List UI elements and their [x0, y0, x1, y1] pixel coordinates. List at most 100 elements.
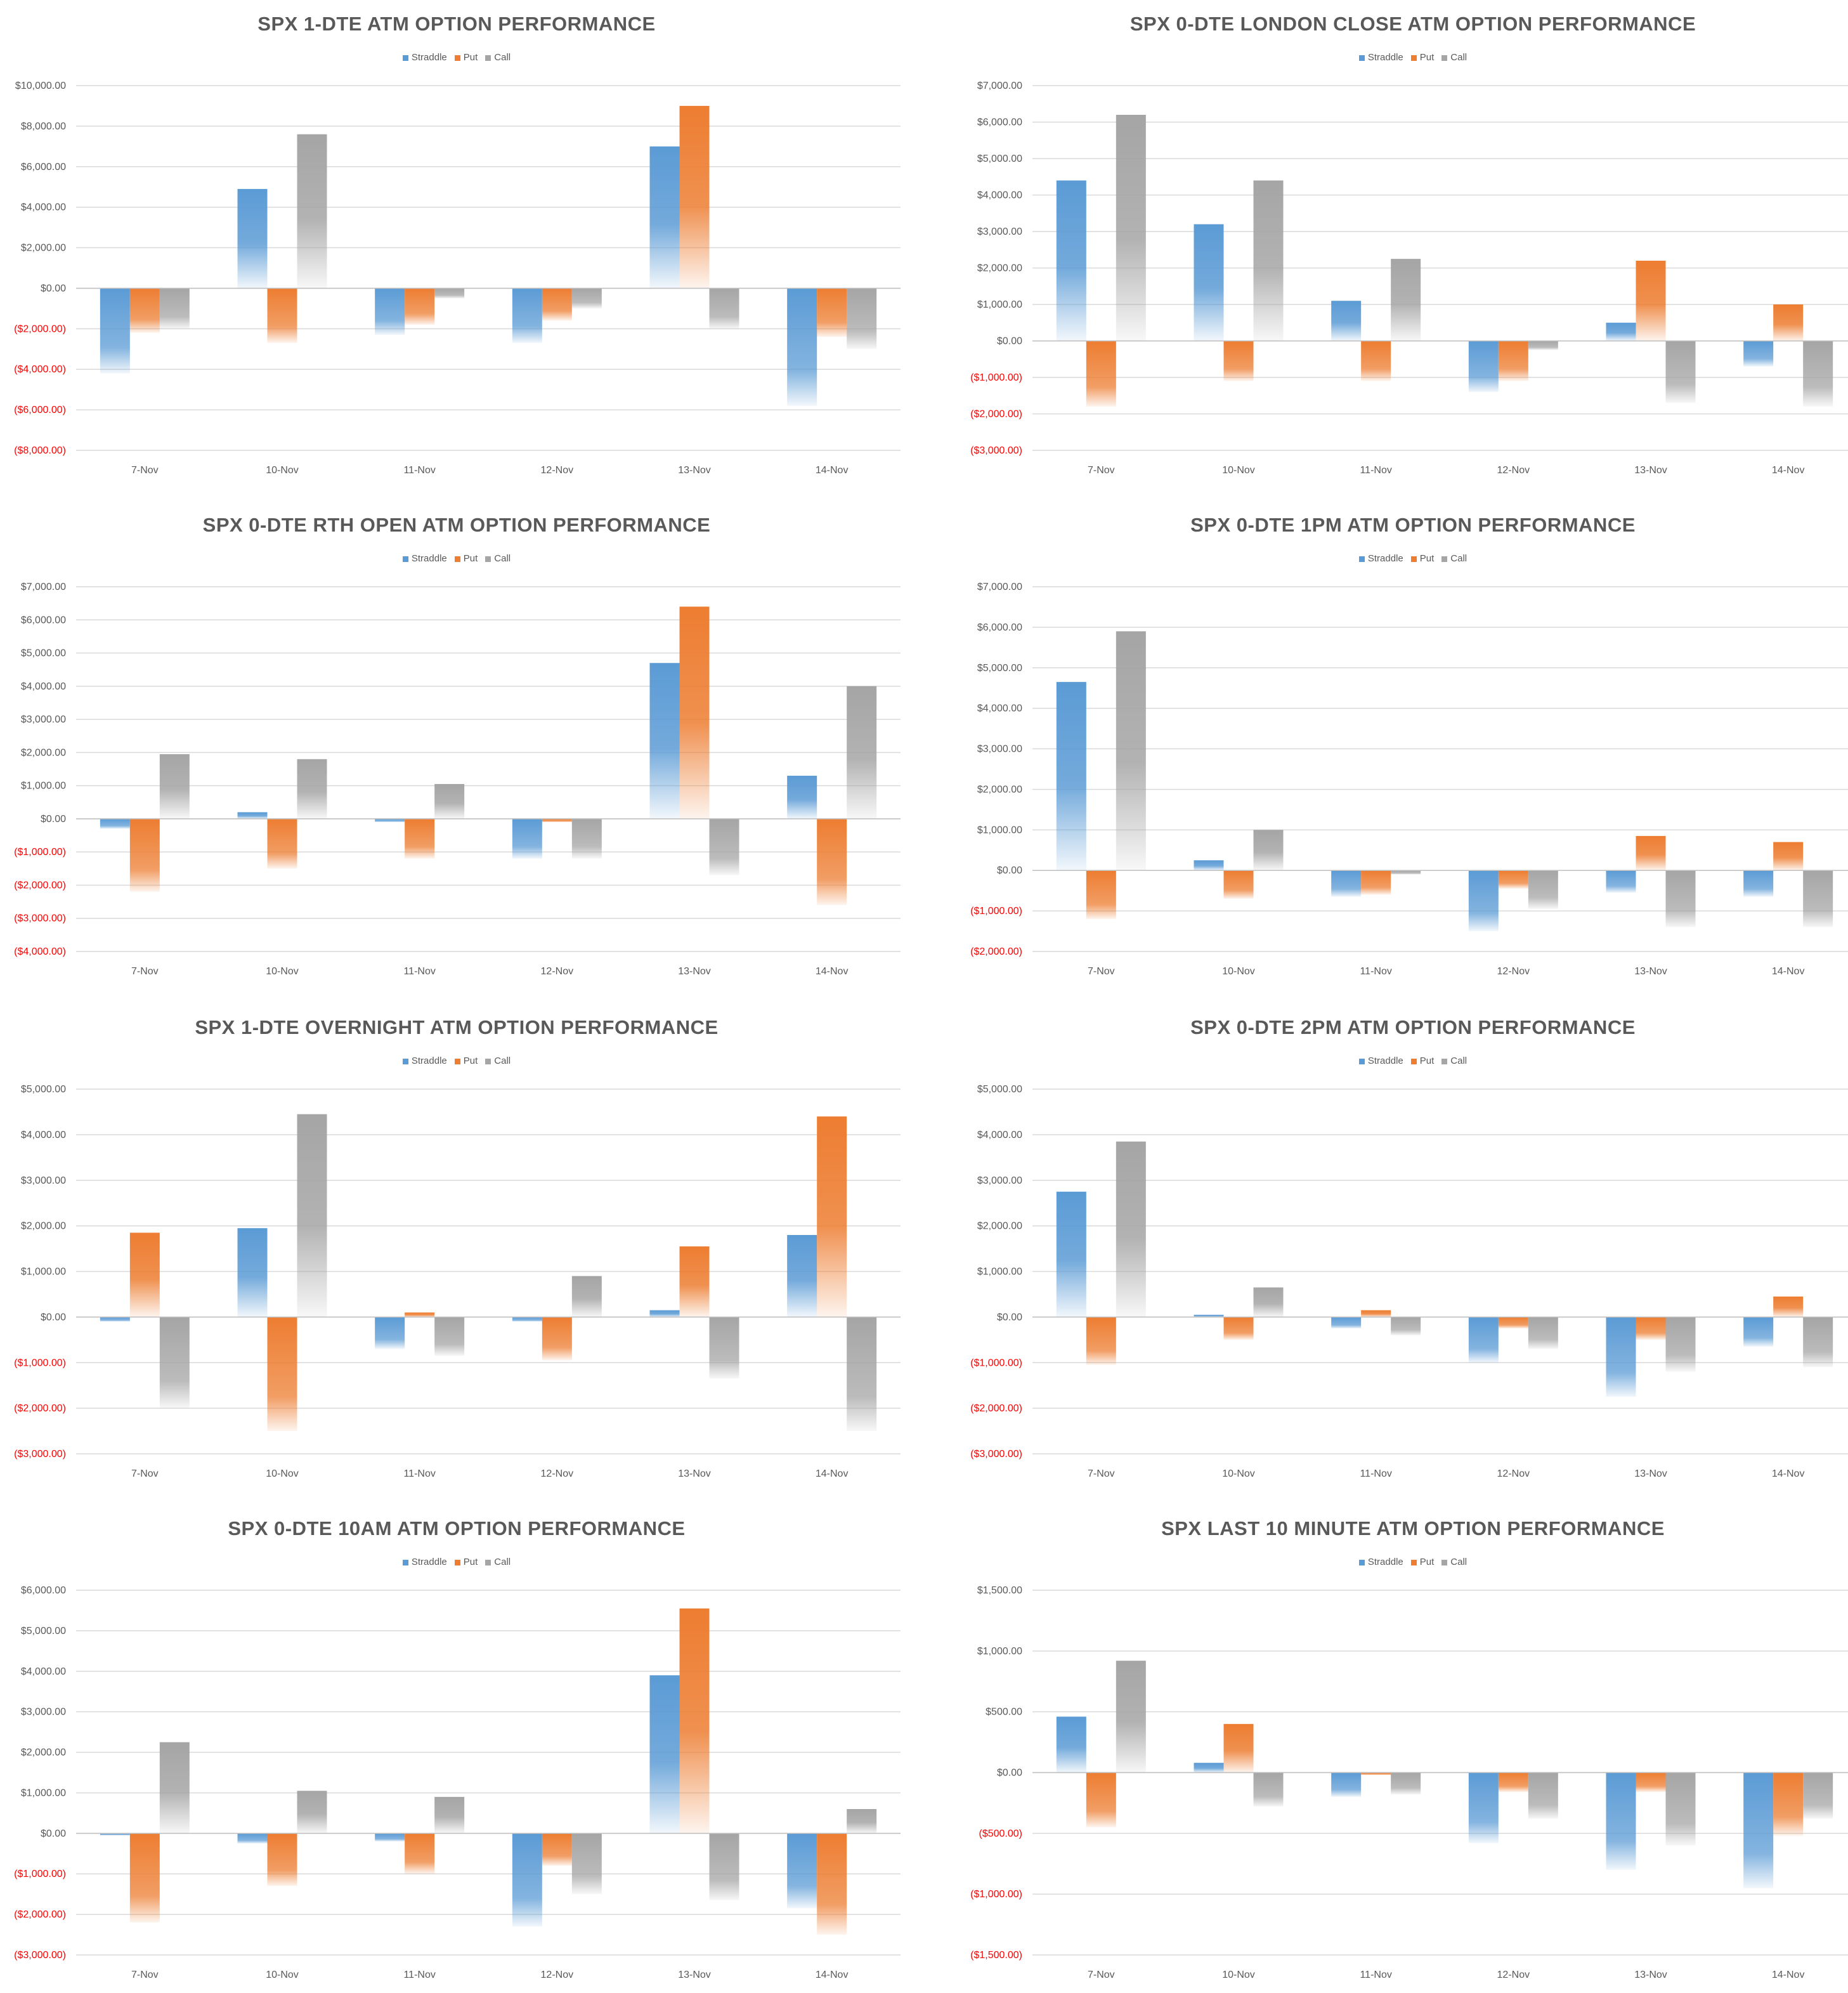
bar-put	[1498, 341, 1528, 381]
y-tick-label: ($1,000.00)	[14, 847, 66, 858]
x-tick-label: 7-Nov	[1088, 1970, 1115, 1980]
bar-call	[159, 1317, 190, 1409]
legend-item-straddle: Straddle	[402, 1055, 447, 1066]
bar-straddle	[1056, 1716, 1086, 1773]
bar-call	[434, 1796, 465, 1834]
bar-call	[847, 1809, 877, 1834]
legend-label: Call	[494, 553, 511, 564]
bar-call	[1116, 115, 1146, 341]
bar-straddle	[1331, 1317, 1362, 1329]
bar-straddle	[1194, 224, 1224, 341]
y-tick-label: $3,000.00	[977, 1175, 1022, 1186]
legend-swatch	[1410, 1559, 1417, 1565]
legend-label: Straddle	[411, 1055, 447, 1066]
y-tick-label: $0.00	[41, 283, 66, 294]
bar-put	[129, 288, 160, 333]
legend-label: Call	[1450, 1557, 1467, 1567]
legend-swatch	[1441, 556, 1448, 562]
chart-plot: $5,000.00 $4,000.00 $3,000.00 $2,000.00 $1,0…	[14, 1084, 901, 1479]
x-tick-label: 11-Nov	[1360, 1468, 1391, 1479]
chart-title: SPX LAST 10 MINUTE ATM OPTION PERFORMANC…	[1161, 1517, 1665, 1539]
bar-put	[1773, 304, 1804, 341]
x-tick-label: 10-Nov	[1222, 966, 1255, 977]
legend-swatch	[1441, 1559, 1448, 1565]
bar-straddle	[237, 812, 268, 819]
legend-item-straddle: Straddle	[402, 52, 447, 63]
legend-item-put: Put	[454, 1055, 478, 1066]
y-tick-label: $4,000.00	[21, 1666, 66, 1677]
bar-put	[679, 105, 710, 289]
legend-item-call: Call	[485, 52, 511, 63]
bar-straddle	[1606, 322, 1636, 341]
y-tick-label: $0.00	[41, 1828, 66, 1839]
legend-label: Put	[1419, 1557, 1435, 1567]
y-tick-label: ($2,000.00)	[14, 880, 66, 891]
bar-call	[1391, 1317, 1421, 1336]
chart-title: SPX 1-DTE ATM OPTION PERFORMANCE	[257, 13, 656, 35]
legend-swatch	[485, 1559, 491, 1565]
x-tick-label: 12-Nov	[1497, 1970, 1530, 1980]
bar-straddle	[100, 1833, 130, 1836]
legend-label: Straddle	[411, 553, 447, 564]
legend-item-call: Call	[485, 1557, 511, 1567]
legend-item-put: Put	[454, 553, 478, 564]
bar-call	[571, 288, 602, 309]
legend-label: Call	[1450, 553, 1467, 564]
legend-item-call: Call	[1441, 1557, 1467, 1567]
bar-put	[405, 288, 435, 325]
bar-put	[129, 1232, 160, 1317]
chart-plot: $6,000.00 $5,000.00 $4,000.00 $3,000.00 $2,0…	[14, 1585, 901, 1980]
legend-swatch	[454, 1058, 460, 1064]
legend-item-call: Call	[485, 553, 511, 564]
y-tick-label: $7,000.00	[21, 582, 66, 592]
legend-label: Call	[494, 52, 511, 63]
chart-legend: Straddle Put Call	[956, 52, 1848, 63]
bar-call	[1528, 1317, 1558, 1349]
y-tick-label: ($2,000.00)	[970, 1403, 1022, 1414]
bar-put	[1636, 261, 1666, 341]
bar-put	[1223, 870, 1254, 899]
legend-swatch	[485, 1058, 491, 1064]
bar-put	[1636, 835, 1666, 871]
legend-swatch	[1441, 55, 1448, 61]
bar-put	[542, 1833, 572, 1866]
bar-put	[1223, 341, 1254, 381]
chart-plot: $7,000.00 $6,000.00 $5,000.00 $4,000.00 $3,0…	[970, 81, 1848, 476]
bar-call	[434, 1317, 465, 1356]
y-tick-label: ($1,000.00)	[14, 1357, 66, 1368]
bar-straddle	[375, 1833, 405, 1842]
bar-straddle	[1606, 1317, 1636, 1397]
bar-call	[1528, 870, 1558, 909]
bar-put	[817, 1833, 847, 1935]
bar-put	[679, 1608, 710, 1834]
legend-item-straddle: Straddle	[402, 553, 447, 564]
bar-straddle	[512, 288, 542, 343]
bar-put	[1361, 341, 1391, 381]
bar-put	[542, 818, 572, 823]
y-tick-label: $1,000.00	[977, 825, 1022, 835]
y-tick-label: $4,000.00	[977, 1130, 1022, 1140]
y-tick-label: ($3,000.00)	[14, 1449, 66, 1460]
bar-put	[1361, 870, 1391, 895]
x-tick-label: 11-Nov	[403, 966, 435, 977]
x-tick-label: 10-Nov	[1222, 1970, 1255, 1980]
bar-straddle	[649, 1675, 680, 1834]
bar-call	[1803, 870, 1833, 927]
x-tick-label: 14-Nov	[1772, 1970, 1805, 1980]
bar-call	[1253, 1287, 1284, 1317]
y-tick-label: ($6,000.00)	[14, 405, 66, 415]
chart-title: SPX 0-DTE RTH OPEN ATM OPTION PERFORMANC…	[202, 514, 711, 536]
bar-call	[297, 1114, 327, 1317]
bar-straddle	[375, 818, 405, 823]
x-tick-label: 10-Nov	[1222, 1468, 1255, 1479]
chart-plot: $10,000.00 $8,000.00 $6,000.00 $4,000.00 $2,…	[14, 81, 901, 476]
x-tick-label: 11-Nov	[1360, 1970, 1391, 1980]
chart-legend: Straddle Put Call	[0, 1055, 913, 1066]
y-tick-label: $1,000.00	[977, 1646, 1022, 1657]
y-tick-label: ($8,000.00)	[14, 445, 66, 456]
bar-straddle	[375, 1317, 405, 1349]
x-tick-label: 12-Nov	[541, 1468, 574, 1479]
bar-put	[1086, 870, 1116, 919]
bar-straddle	[1056, 180, 1086, 341]
